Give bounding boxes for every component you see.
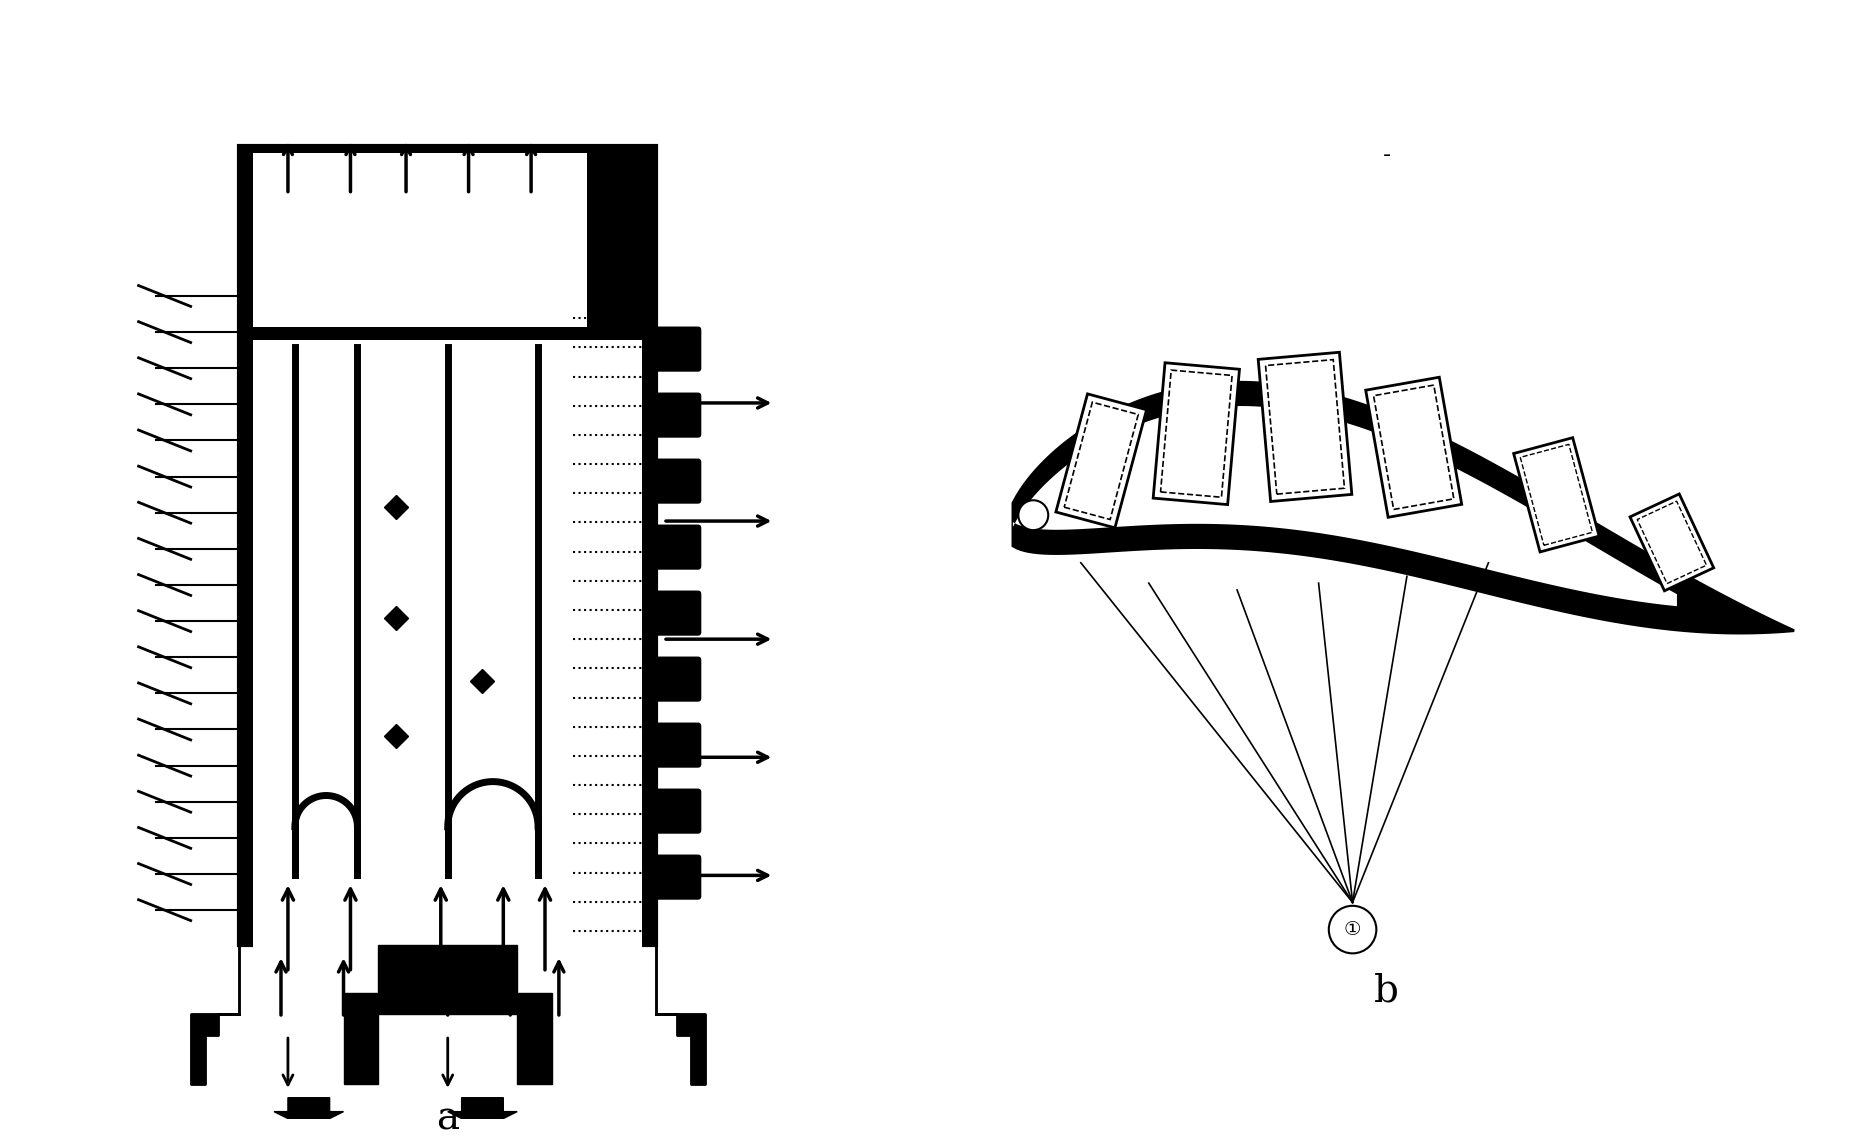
- FancyBboxPatch shape: [252, 931, 643, 1083]
- Bar: [1519, 444, 1592, 546]
- FancyBboxPatch shape: [252, 153, 587, 326]
- FancyBboxPatch shape: [652, 392, 701, 438]
- FancyBboxPatch shape: [652, 525, 701, 570]
- Bar: [1265, 359, 1344, 494]
- Polygon shape: [1013, 406, 1676, 606]
- FancyBboxPatch shape: [652, 459, 701, 503]
- Bar: [1063, 403, 1138, 519]
- Text: ①: ①: [1344, 920, 1361, 939]
- FancyArrow shape: [275, 1098, 344, 1129]
- Text: -: -: [1383, 145, 1391, 165]
- Text: a: a: [435, 1101, 460, 1137]
- Polygon shape: [1013, 382, 1794, 633]
- Circle shape: [1019, 500, 1049, 530]
- Bar: [1514, 438, 1600, 551]
- FancyBboxPatch shape: [252, 341, 643, 931]
- Polygon shape: [656, 945, 705, 1083]
- Bar: [1258, 352, 1351, 501]
- FancyBboxPatch shape: [652, 723, 701, 768]
- Bar: [1366, 378, 1462, 517]
- Bar: [1630, 494, 1714, 590]
- Bar: [1056, 394, 1146, 527]
- Bar: [1161, 371, 1232, 498]
- FancyBboxPatch shape: [239, 146, 656, 341]
- FancyBboxPatch shape: [652, 657, 701, 701]
- FancyBboxPatch shape: [652, 788, 701, 834]
- Text: b: b: [1374, 972, 1400, 1009]
- FancyBboxPatch shape: [652, 855, 701, 899]
- Polygon shape: [344, 945, 551, 1083]
- FancyBboxPatch shape: [239, 146, 656, 945]
- FancyArrow shape: [449, 1098, 518, 1129]
- FancyBboxPatch shape: [652, 326, 701, 372]
- Bar: [1374, 386, 1454, 509]
- Polygon shape: [191, 945, 239, 1083]
- FancyBboxPatch shape: [652, 590, 701, 636]
- Bar: [1153, 363, 1239, 505]
- Bar: [1637, 501, 1706, 583]
